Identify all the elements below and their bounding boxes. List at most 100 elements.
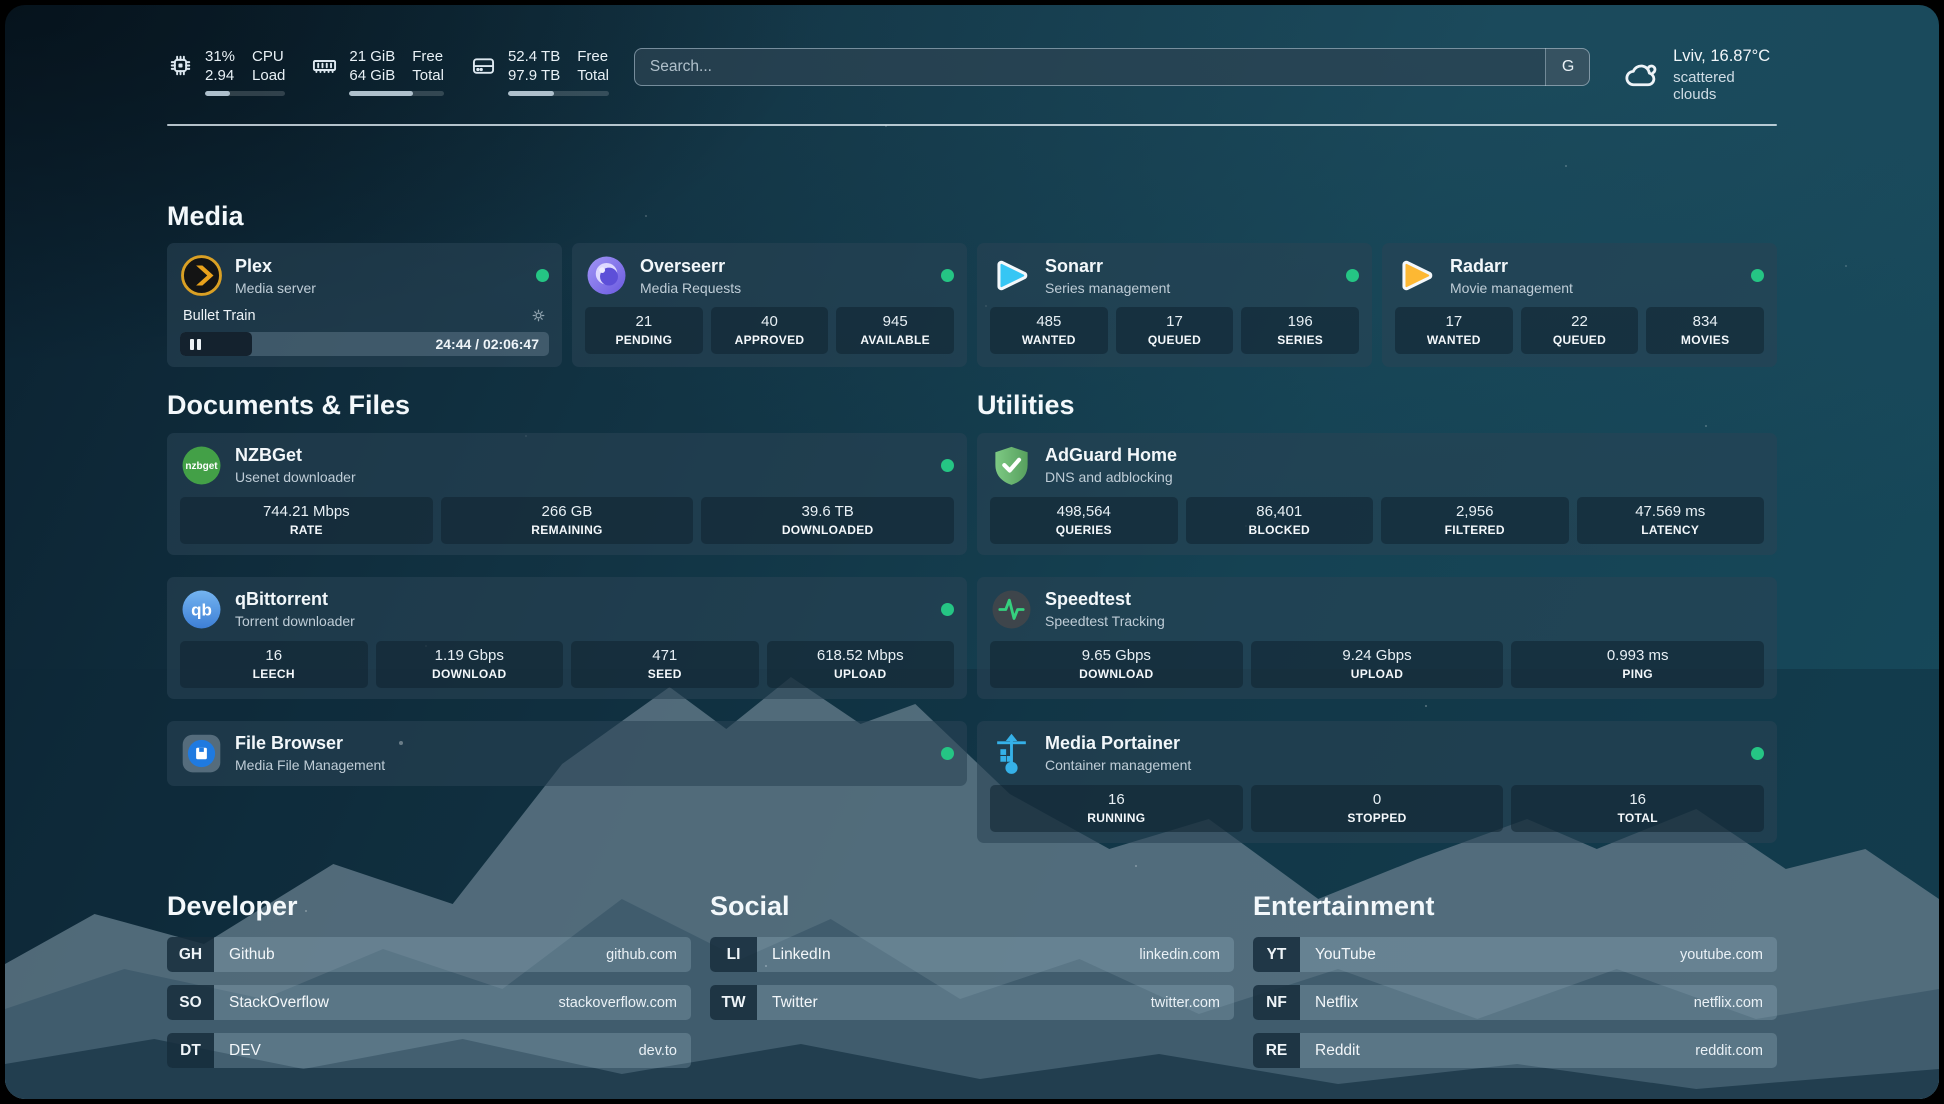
- qbittorrent-app-link[interactable]: qb qBittorrent Torrent downloader: [180, 588, 954, 631]
- stat-value: 22: [1571, 313, 1588, 331]
- disk-icon: [470, 52, 497, 79]
- portainer-status-dot: [1751, 746, 1764, 760]
- adguard-icon: [990, 444, 1033, 487]
- portainer-card: Media Portainer Container management 16 …: [977, 720, 1777, 843]
- stat-value: 0: [1372, 790, 1382, 808]
- sonarr-app-link[interactable]: Sonarr Series management: [990, 254, 1359, 297]
- adguard-app-link[interactable]: AdGuard Home DNS and adblocking: [990, 444, 1764, 487]
- playback-progress-bar[interactable]: 24:44 / 02:06:47: [180, 332, 549, 357]
- stat-label: QUERIES: [1055, 522, 1112, 537]
- link-url: reddit.com: [1695, 1042, 1763, 1059]
- speedtest-card: Speedtest Speedtest Tracking 9.65 Gbps D…: [977, 576, 1777, 699]
- link-twitter[interactable]: TW Twitter twitter.com: [710, 985, 1234, 1021]
- stat-label: REMAINING: [531, 522, 603, 537]
- adguard-name: AdGuard Home: [1045, 445, 1178, 466]
- stat-value: 16: [265, 646, 283, 664]
- overseerr-card: Overseerr Media Requests 21 PENDING 40 A…: [572, 243, 967, 368]
- stat-value: 17: [1445, 313, 1463, 331]
- radarr-app-link[interactable]: Radarr Movie management: [1395, 254, 1764, 297]
- overseerr-icon: [585, 254, 628, 297]
- stat-value: 9.65 Gbps: [1081, 646, 1151, 664]
- speedtest-name: Speedtest: [1045, 589, 1132, 610]
- nzbget-name: NZBGet: [235, 445, 302, 466]
- link-dev[interactable]: DT DEV dev.to: [167, 1033, 691, 1069]
- svg-text:qb: qb: [191, 600, 212, 619]
- link-name: LinkedIn: [772, 945, 831, 963]
- system-metrics: 31% 2.94 CPU Load: [167, 47, 609, 96]
- link-url: github.com: [606, 946, 677, 963]
- qbittorrent-name: qBittorrent: [235, 589, 328, 610]
- svg-text:nzbget: nzbget: [185, 461, 218, 472]
- portainer-app-link[interactable]: Media Portainer Container management: [990, 732, 1764, 775]
- link-linkedin[interactable]: LI LinkedIn linkedin.com: [710, 937, 1234, 973]
- entertainment-links: Entertainment YT YouTube youtube.com NF …: [1253, 890, 1777, 1081]
- link-github[interactable]: GH Github github.com: [167, 937, 691, 973]
- overseerr-stats: 21 PENDING 40 APPROVED 945 AVAILABLE: [585, 307, 954, 355]
- link-url: youtube.com: [1679, 946, 1763, 963]
- stat-label: WANTED: [1021, 333, 1076, 348]
- stat-value: 9.24 Gbps: [1342, 646, 1412, 664]
- stat-label: APPROVED: [734, 333, 805, 348]
- speedtest-app-link[interactable]: Speedtest Speedtest Tracking: [990, 588, 1764, 631]
- plex-card: Plex Media server Bullet Train: [167, 243, 562, 368]
- stat-downloaded: 39.6 TB DOWNLOADED: [701, 496, 954, 544]
- stat-rate: 744.21 Mbps RATE: [180, 496, 433, 544]
- now-playing-title: Bullet Train: [183, 307, 256, 324]
- sonarr-card: Sonarr Series management 485 WANTED 17 Q…: [977, 243, 1372, 368]
- stat-value: 1.19 Gbps: [434, 646, 504, 664]
- disk-label-1: Free: [577, 48, 609, 65]
- stat-label: UPLOAD: [834, 666, 887, 681]
- link-netflix[interactable]: NF Netflix netflix.com: [1253, 985, 1777, 1021]
- stat-value: 618.52 Mbps: [816, 646, 904, 664]
- search-input[interactable]: [633, 48, 1591, 86]
- ram-total-value: 64 GiB: [349, 67, 396, 84]
- search-bar: G: [633, 48, 1591, 86]
- overseerr-app-link[interactable]: Overseerr Media Requests: [585, 254, 954, 297]
- portainer-desc: Container management: [1045, 757, 1192, 774]
- link-name: Github: [229, 945, 275, 963]
- stat-label: DOWNLOADED: [781, 522, 874, 537]
- stat-label: PING: [1622, 666, 1653, 681]
- stat-label: SERIES: [1277, 333, 1324, 348]
- search-engine-button[interactable]: G: [1545, 48, 1591, 86]
- link-reddit[interactable]: RE Reddit reddit.com: [1253, 1033, 1777, 1069]
- section-title-developer: Developer: [167, 890, 298, 921]
- radarr-card: Radarr Movie management 17 WANTED 22 QUE…: [1382, 243, 1777, 368]
- link-abbr: YT: [1253, 937, 1300, 973]
- link-abbr: SO: [167, 985, 214, 1021]
- disk-label-2: Total: [577, 67, 609, 84]
- sonarr-icon: [990, 254, 1033, 297]
- stat-filtered: 2,956 FILTERED: [1381, 496, 1569, 544]
- sonarr-desc: Series management: [1045, 279, 1171, 296]
- overseerr-desc: Media Requests: [640, 279, 742, 296]
- link-youtube[interactable]: YT YouTube youtube.com: [1253, 937, 1777, 973]
- developer-links: Developer GH Github github.com SO StackO…: [167, 890, 691, 1081]
- section-title-entertainment: Entertainment: [1253, 890, 1435, 921]
- stat-total: 16 TOTAL: [1511, 784, 1764, 832]
- overseerr-status-dot: [941, 269, 954, 283]
- cpu-metric: 31% 2.94 CPU Load: [167, 47, 286, 96]
- stat-value: 39.6 TB: [801, 502, 854, 520]
- link-name: YouTube: [1315, 945, 1376, 963]
- player-settings-icon[interactable]: [530, 307, 547, 324]
- stat-value: 2,956: [1455, 502, 1494, 520]
- cpu-label-2: Load: [252, 67, 286, 84]
- adguard-card: AdGuard Home DNS and adblocking 498,564 …: [977, 432, 1777, 555]
- nzbget-app-link[interactable]: nzbget NZBGet Usenet downloader: [180, 444, 954, 487]
- stat-label: PENDING: [615, 333, 673, 348]
- qbittorrent-status-dot: [941, 602, 954, 616]
- radarr-desc: Movie management: [1450, 279, 1573, 296]
- stat-seed: 471 SEED: [571, 640, 759, 688]
- ram-progress-track: [349, 91, 444, 96]
- link-name: Netflix: [1315, 993, 1359, 1011]
- plex-app-link[interactable]: Plex Media server: [180, 254, 549, 297]
- disk-progress-track: [507, 91, 609, 96]
- link-name: StackOverflow: [229, 993, 329, 1011]
- pause-button[interactable]: [190, 338, 201, 350]
- qbittorrent-icon: qb: [180, 588, 223, 631]
- link-stackoverflow[interactable]: SO StackOverflow stackoverflow.com: [167, 985, 691, 1021]
- radarr-status-dot: [1751, 269, 1764, 283]
- link-url: linkedin.com: [1139, 946, 1220, 963]
- filebrowser-app-link[interactable]: File Browser Media File Management: [180, 732, 954, 775]
